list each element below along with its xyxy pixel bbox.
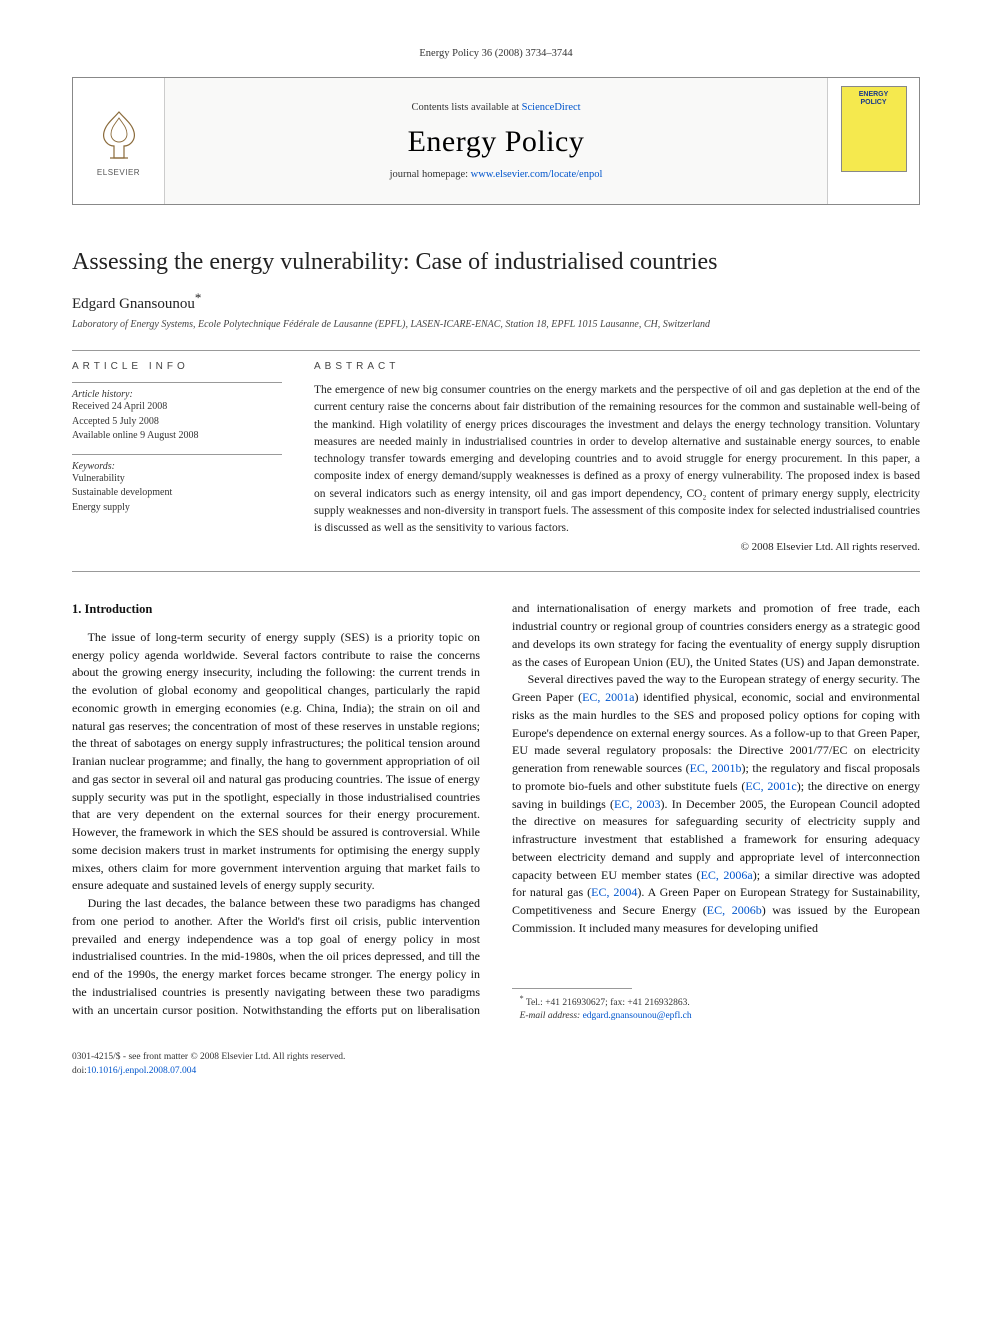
footnote-block: * Tel.: +41 216930627; fax: +41 21693286… (512, 988, 920, 1024)
sciencedirect-link[interactable]: ScienceDirect (522, 102, 581, 113)
abstract-text: The emergence of new big consumer countr… (314, 382, 920, 537)
publisher-logo-cell: ELSEVIER (73, 78, 165, 204)
doi-line: doi:10.1016/j.enpol.2008.07.004 (72, 1065, 920, 1078)
publisher-name: ELSEVIER (97, 168, 140, 177)
doi-link[interactable]: 10.1016/j.enpol.2008.07.004 (87, 1066, 197, 1076)
body-text: 1. Introduction The issue of long-term s… (72, 600, 920, 1023)
homepage-line: journal homepage: www.elsevier.com/locat… (390, 169, 603, 180)
article-info-column: ARTICLE INFO Article history: Received 2… (72, 361, 282, 553)
abstract-column: ABSTRACT The emergence of new big consum… (314, 361, 920, 553)
contents-line: Contents lists available at ScienceDirec… (411, 102, 580, 113)
contents-prefix: Contents lists available at (411, 102, 521, 113)
body-paragraph: The issue of long-term security of energ… (72, 629, 480, 895)
elsevier-logo: ELSEVIER (88, 102, 150, 180)
ref-link[interactable]: EC, 2003 (614, 797, 661, 811)
affiliation: Laboratory of Energy Systems, Ecole Poly… (72, 319, 920, 330)
footnote-divider (512, 988, 632, 989)
issn-line: 0301-4215/$ - see front matter © 2008 El… (72, 1051, 920, 1064)
masthead: ELSEVIER Contents lists available at Sci… (72, 77, 920, 205)
cover-line1: ENERGY (859, 91, 889, 99)
keywords-label: Keywords: (72, 454, 282, 472)
footnote-mark: * (520, 994, 524, 1003)
keyword: Vulnerability (72, 472, 282, 487)
elsevier-tree-icon (92, 106, 146, 166)
article-title: Assessing the energy vulnerability: Case… (72, 249, 920, 276)
journal-citation: Energy Policy 36 (2008) 3734–3744 (72, 48, 920, 59)
ref-link[interactable]: EC, 2001a (582, 690, 634, 704)
history-line: Available online 9 August 2008 (72, 429, 282, 444)
body-paragraph: Several directives paved the way to the … (512, 671, 920, 937)
author-name: Edgard Gnansounou (72, 296, 195, 312)
section-heading: 1. Introduction (72, 600, 480, 619)
page-footer: 0301-4215/$ - see front matter © 2008 El… (72, 1051, 920, 1078)
masthead-center: Contents lists available at ScienceDirec… (165, 78, 827, 204)
history-line: Accepted 5 July 2008 (72, 415, 282, 430)
article-info-label: ARTICLE INFO (72, 361, 282, 372)
abstract-label: ABSTRACT (314, 361, 920, 372)
divider (72, 350, 920, 351)
homepage-link[interactable]: www.elsevier.com/locate/enpol (471, 169, 603, 180)
keyword: Energy supply (72, 501, 282, 516)
corresponding-mark: * (195, 290, 202, 305)
footnote-email-label: E-mail address: (520, 1011, 583, 1021)
cover-line2: POLICY (860, 99, 886, 107)
ref-link[interactable]: EC, 2001b (690, 761, 742, 775)
journal-cover-cell: ENERGY POLICY (827, 78, 919, 204)
email-link[interactable]: edgard.gnansounou@epfl.ch (583, 1011, 692, 1021)
history-line: Received 24 April 2008 (72, 400, 282, 415)
journal-cover-thumb: ENERGY POLICY (841, 86, 907, 172)
journal-title: Energy Policy (408, 125, 585, 159)
footnote-tel: * Tel.: +41 216930627; fax: +41 21693286… (512, 993, 920, 1010)
homepage-prefix: journal homepage: (390, 169, 471, 180)
doi-prefix: doi: (72, 1066, 87, 1076)
ref-link[interactable]: EC, 2006a (701, 868, 753, 882)
article-history-label: Article history: (72, 382, 282, 400)
divider (72, 571, 920, 572)
ref-link[interactable]: EC, 2006b (707, 903, 762, 917)
author-line: Edgard Gnansounou* (72, 290, 920, 313)
abstract-copyright: © 2008 Elsevier Ltd. All rights reserved… (314, 541, 920, 553)
footnote-email: E-mail address: edgard.gnansounou@epfl.c… (512, 1010, 920, 1023)
ref-link[interactable]: EC, 2004 (591, 885, 637, 899)
footnote-tel-text: Tel.: +41 216930627; fax: +41 216932863. (526, 998, 690, 1008)
keyword: Sustainable development (72, 486, 282, 501)
ref-link[interactable]: EC, 2001c (745, 779, 796, 793)
